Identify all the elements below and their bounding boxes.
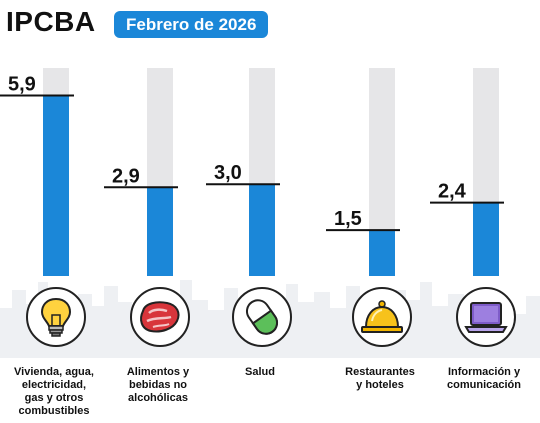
bar-restaurantes — [369, 230, 395, 276]
value-label-salud: 3,0 — [214, 162, 242, 184]
category-label-salud: Salud — [245, 366, 275, 378]
bar-salud — [249, 184, 275, 276]
category-label-vivienda: Vivienda, agua, electricidad, gas y otro… — [14, 366, 94, 417]
page-title: IPCBA — [6, 6, 96, 37]
bar-vivienda — [43, 95, 69, 276]
category-label-informacion: Información y comunicación — [447, 366, 521, 391]
value-label-alimentos: 2,9 — [112, 165, 140, 187]
category-label-alimentos: Alimentos y bebidas no alcohólicas — [126, 366, 190, 404]
laptop-icon — [456, 287, 516, 347]
steak-icon — [130, 287, 190, 347]
period-badge: Febrero de 2026 — [114, 11, 269, 38]
service-bell-icon — [352, 287, 412, 347]
bar-chart: 5,9 2,9 3,0 1,5 2,4 — [0, 68, 504, 276]
value-label-vivienda: 5,9 — [8, 74, 36, 96]
category-label-restaurantes: Restaurantes y hoteles — [345, 366, 415, 391]
bar-alimentos — [147, 187, 173, 276]
bar-informacion — [473, 202, 499, 276]
pill-icon — [232, 287, 292, 347]
value-label-restaurantes: 1,5 — [334, 208, 362, 230]
lightbulb-icon — [26, 287, 86, 347]
value-label-informacion: 2,4 — [438, 181, 467, 203]
